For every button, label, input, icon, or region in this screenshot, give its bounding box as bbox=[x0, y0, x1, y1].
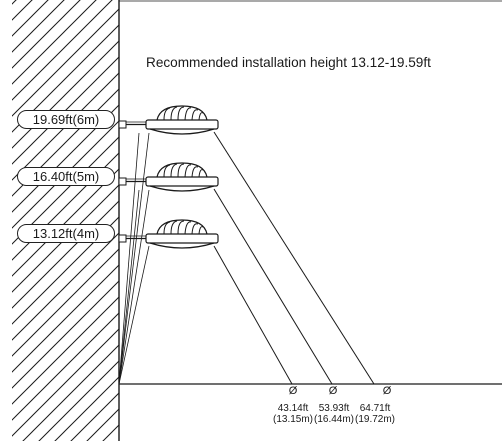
high-bay-light-icon bbox=[145, 219, 219, 249]
beam-diameter-ft: 53.93ft bbox=[318, 403, 350, 414]
fan-line-2 bbox=[118, 189, 150, 385]
beam-diameter-m: (19.72m) bbox=[354, 414, 395, 425]
diameter-icon: Ø bbox=[288, 385, 298, 397]
diameter-icon: Ø bbox=[382, 385, 392, 397]
mounting-bracket-icon bbox=[118, 120, 146, 129]
wall bbox=[12, 0, 119, 441]
beam-diameter-ft: 43.14ft bbox=[277, 403, 309, 414]
beam-line-6m bbox=[213, 131, 375, 385]
height-label-4m: 13.12ft(4m) bbox=[17, 224, 115, 243]
beam-line-4m bbox=[213, 245, 293, 385]
mounting-bracket-icon bbox=[118, 177, 146, 186]
beam-diameter-4m: 43.14ft (13.15m) bbox=[263, 403, 323, 425]
height-label-6m: 19.69ft(6m) bbox=[17, 110, 115, 129]
high-bay-light-icon bbox=[145, 162, 219, 192]
high-bay-light-icon bbox=[145, 105, 219, 135]
fixture-6m bbox=[118, 105, 219, 135]
beam-diameter-6m: 64.71ft (19.72m) bbox=[345, 403, 405, 425]
fan-line-4 bbox=[118, 132, 140, 385]
fixture-4m bbox=[118, 219, 219, 249]
diameter-icon: Ø bbox=[328, 385, 338, 397]
beam-line-5m bbox=[213, 188, 333, 385]
beam-diameter-m: (13.15m) bbox=[272, 414, 313, 425]
fan-line-5 bbox=[118, 189, 140, 385]
fixture-5m bbox=[118, 162, 219, 192]
fan-line-1 bbox=[118, 132, 150, 385]
diagram-title: Recommended installation height 13.12-19… bbox=[146, 55, 431, 70]
height-label-5m: 16.40ft(5m) bbox=[17, 167, 115, 186]
beam-diameter-m: (16.44m) bbox=[313, 414, 354, 425]
beam-diameter-ft: 64.71ft bbox=[359, 403, 391, 414]
mounting-bracket-icon bbox=[118, 234, 146, 243]
fan-line-3 bbox=[118, 245, 150, 385]
beam-diameter-5m: 53.93ft (16.44m) bbox=[304, 403, 364, 425]
